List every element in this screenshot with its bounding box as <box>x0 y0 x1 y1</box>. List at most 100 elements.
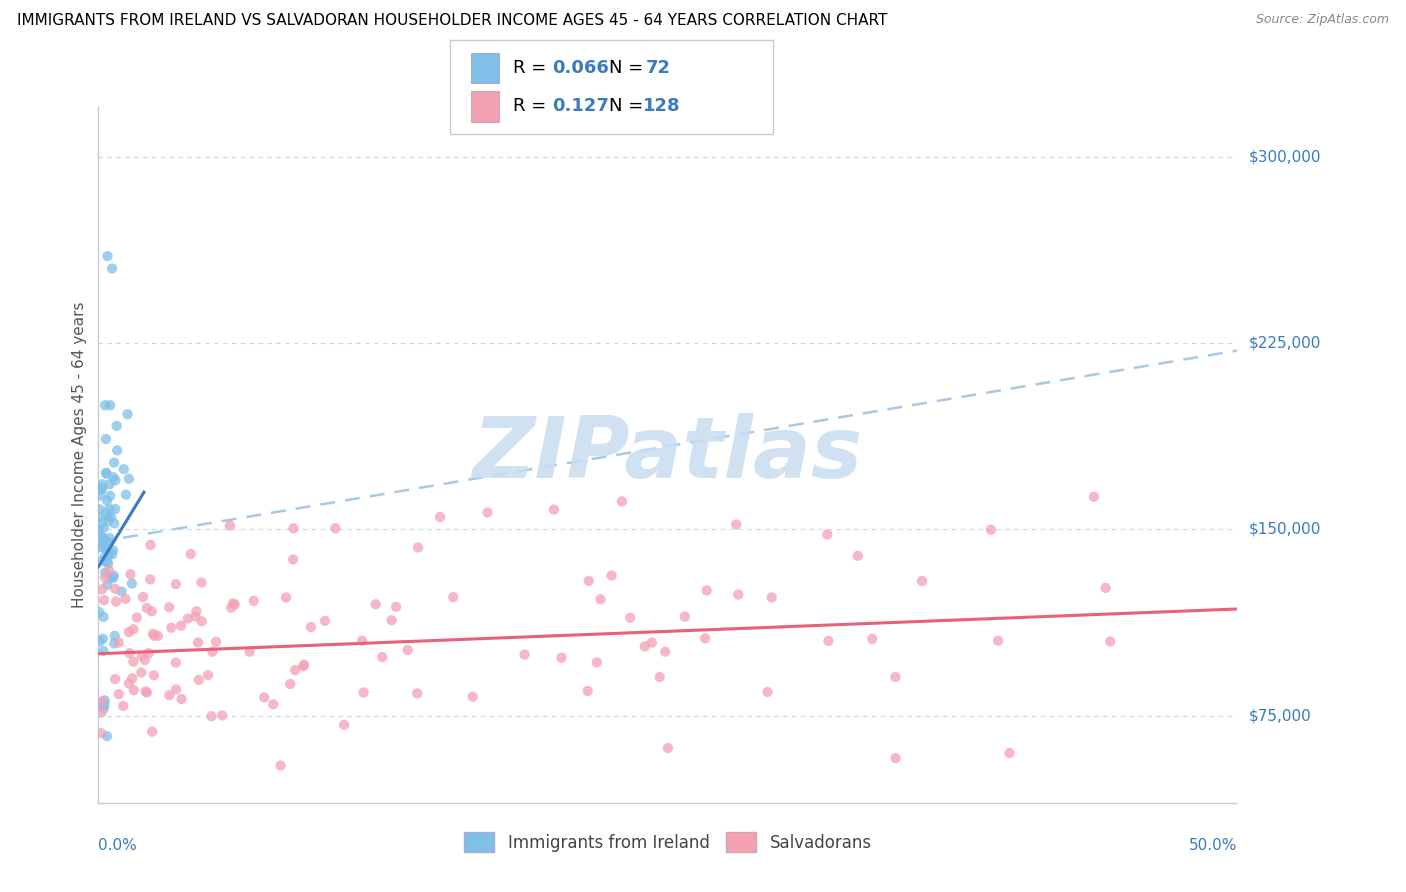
Point <box>352 633 374 648</box>
Point <box>101 543 124 558</box>
Point <box>578 574 600 588</box>
Point <box>187 673 209 687</box>
Point <box>98 398 121 412</box>
Point <box>93 698 115 712</box>
Point <box>610 494 633 508</box>
Point <box>696 583 718 598</box>
Point <box>619 611 641 625</box>
Point <box>96 578 118 592</box>
Point <box>94 398 117 412</box>
Point <box>292 657 315 672</box>
Point <box>131 648 153 663</box>
Point <box>197 668 219 682</box>
Point <box>160 621 183 635</box>
Point <box>94 466 117 480</box>
Point <box>406 541 429 555</box>
Point <box>543 502 565 516</box>
Point <box>274 591 297 605</box>
Point <box>693 632 716 646</box>
Point <box>191 615 214 629</box>
Point <box>648 670 671 684</box>
Point <box>180 547 202 561</box>
Point <box>107 635 129 649</box>
Point <box>122 623 145 637</box>
Point <box>353 685 375 699</box>
Text: ZIPatlas: ZIPatlas <box>472 413 863 497</box>
Point <box>94 432 117 446</box>
Point <box>118 472 141 486</box>
Point <box>135 684 157 698</box>
Point <box>118 625 141 640</box>
Point <box>165 656 187 670</box>
Point <box>270 758 292 772</box>
Point <box>93 593 115 607</box>
Point <box>364 597 387 611</box>
Point <box>91 477 114 491</box>
Point <box>756 685 779 699</box>
Point <box>96 539 118 553</box>
Point <box>815 527 838 541</box>
Point <box>600 568 623 582</box>
Point <box>94 570 117 584</box>
Point <box>911 574 934 588</box>
Point <box>87 605 110 619</box>
Point <box>157 688 180 702</box>
Point <box>654 645 676 659</box>
Point <box>96 543 118 558</box>
Point <box>186 604 208 618</box>
Point <box>406 686 429 700</box>
Point <box>641 635 664 649</box>
Point <box>101 547 124 561</box>
Point <box>200 709 222 723</box>
Point <box>98 564 121 578</box>
Point <box>91 582 114 597</box>
Point <box>104 582 127 596</box>
Point <box>1094 581 1116 595</box>
Point <box>101 261 124 276</box>
Point <box>262 698 284 712</box>
Point <box>93 693 115 707</box>
Point <box>103 470 125 484</box>
Point <box>105 418 128 433</box>
Point <box>634 640 657 654</box>
Point <box>96 467 118 481</box>
Point <box>278 677 301 691</box>
Point <box>132 590 155 604</box>
Text: N =: N = <box>609 60 648 78</box>
Point <box>94 566 117 580</box>
Point <box>121 576 143 591</box>
Point <box>100 510 122 524</box>
Point <box>87 523 110 537</box>
Point <box>187 635 209 649</box>
Text: 72: 72 <box>645 60 671 78</box>
Point <box>93 521 115 535</box>
Point <box>980 523 1002 537</box>
Point <box>104 474 127 488</box>
Point <box>120 567 142 582</box>
Point <box>177 612 200 626</box>
Point <box>96 493 118 508</box>
Point <box>184 609 207 624</box>
Point <box>96 555 118 569</box>
Point <box>817 634 839 648</box>
Point <box>91 632 114 646</box>
Point <box>96 249 118 263</box>
Point <box>170 692 193 706</box>
Point <box>139 572 162 586</box>
Point <box>325 521 347 535</box>
Point <box>218 518 240 533</box>
Point <box>125 610 148 624</box>
Point <box>222 597 245 611</box>
Point <box>93 610 115 624</box>
Point <box>100 570 122 584</box>
Point <box>90 726 112 740</box>
Point <box>103 516 125 531</box>
Text: Source: ZipAtlas.com: Source: ZipAtlas.com <box>1256 13 1389 27</box>
Point <box>98 477 121 491</box>
Point <box>441 590 464 604</box>
Point <box>884 751 907 765</box>
Point <box>589 592 612 607</box>
Point <box>97 557 120 571</box>
Point <box>725 517 748 532</box>
Text: $225,000: $225,000 <box>1249 335 1320 351</box>
